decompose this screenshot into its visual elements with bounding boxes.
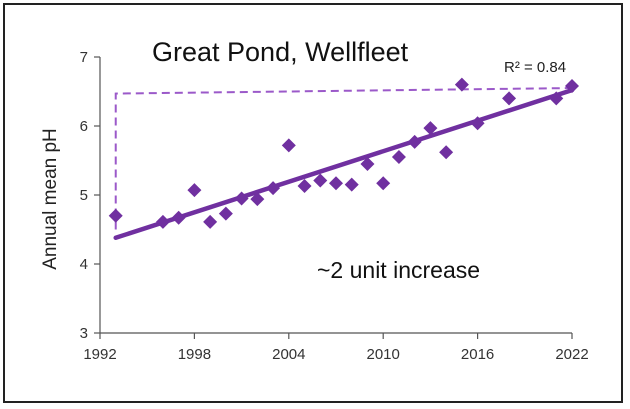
y-tick-label: 4 (80, 256, 88, 273)
x-tick-label: 2010 (367, 346, 400, 363)
data-point (329, 176, 343, 191)
data-point (313, 173, 328, 188)
x-tick-label: 2022 (555, 346, 588, 363)
data-point (171, 210, 186, 225)
y-tick-label: 3 (80, 325, 88, 342)
data-point (218, 206, 233, 221)
y-tick-label: 7 (80, 49, 88, 66)
data-point (470, 116, 485, 131)
data-point (391, 150, 406, 165)
data-point (454, 77, 469, 92)
data-point (407, 134, 422, 149)
r-squared-label: R² = 0.84 (504, 59, 566, 76)
data-point (565, 78, 579, 93)
data-point (502, 91, 517, 106)
y-tick-label: 5 (80, 187, 88, 204)
data-point (203, 214, 218, 229)
data-point (266, 181, 281, 196)
data-point (155, 214, 170, 229)
data-point (376, 176, 391, 191)
y-axis-title: Annual mean pH (40, 128, 61, 270)
data-point (344, 177, 359, 192)
dashed-reference-line (114, 87, 573, 230)
data-point (297, 179, 312, 194)
data-point (360, 156, 375, 171)
increase-annotation: ~2 unit increase (317, 257, 480, 283)
chart-frame (3, 3, 623, 403)
data-point (281, 138, 296, 153)
data-point (549, 91, 564, 106)
data-point (187, 183, 202, 198)
trend-line (113, 87, 575, 241)
x-tick-label: 2016 (461, 346, 494, 363)
data-point (423, 121, 438, 136)
data-point (439, 145, 454, 160)
x-tick-label: 1998 (178, 346, 211, 363)
data-point (234, 191, 249, 206)
y-tick-label: 6 (80, 118, 88, 135)
data-point (108, 208, 123, 223)
data-point (250, 192, 265, 207)
x-tick-label: 2004 (272, 346, 305, 363)
x-tick-label: 1992 (83, 346, 116, 363)
chart-title: Great Pond, Wellfleet (152, 37, 409, 67)
